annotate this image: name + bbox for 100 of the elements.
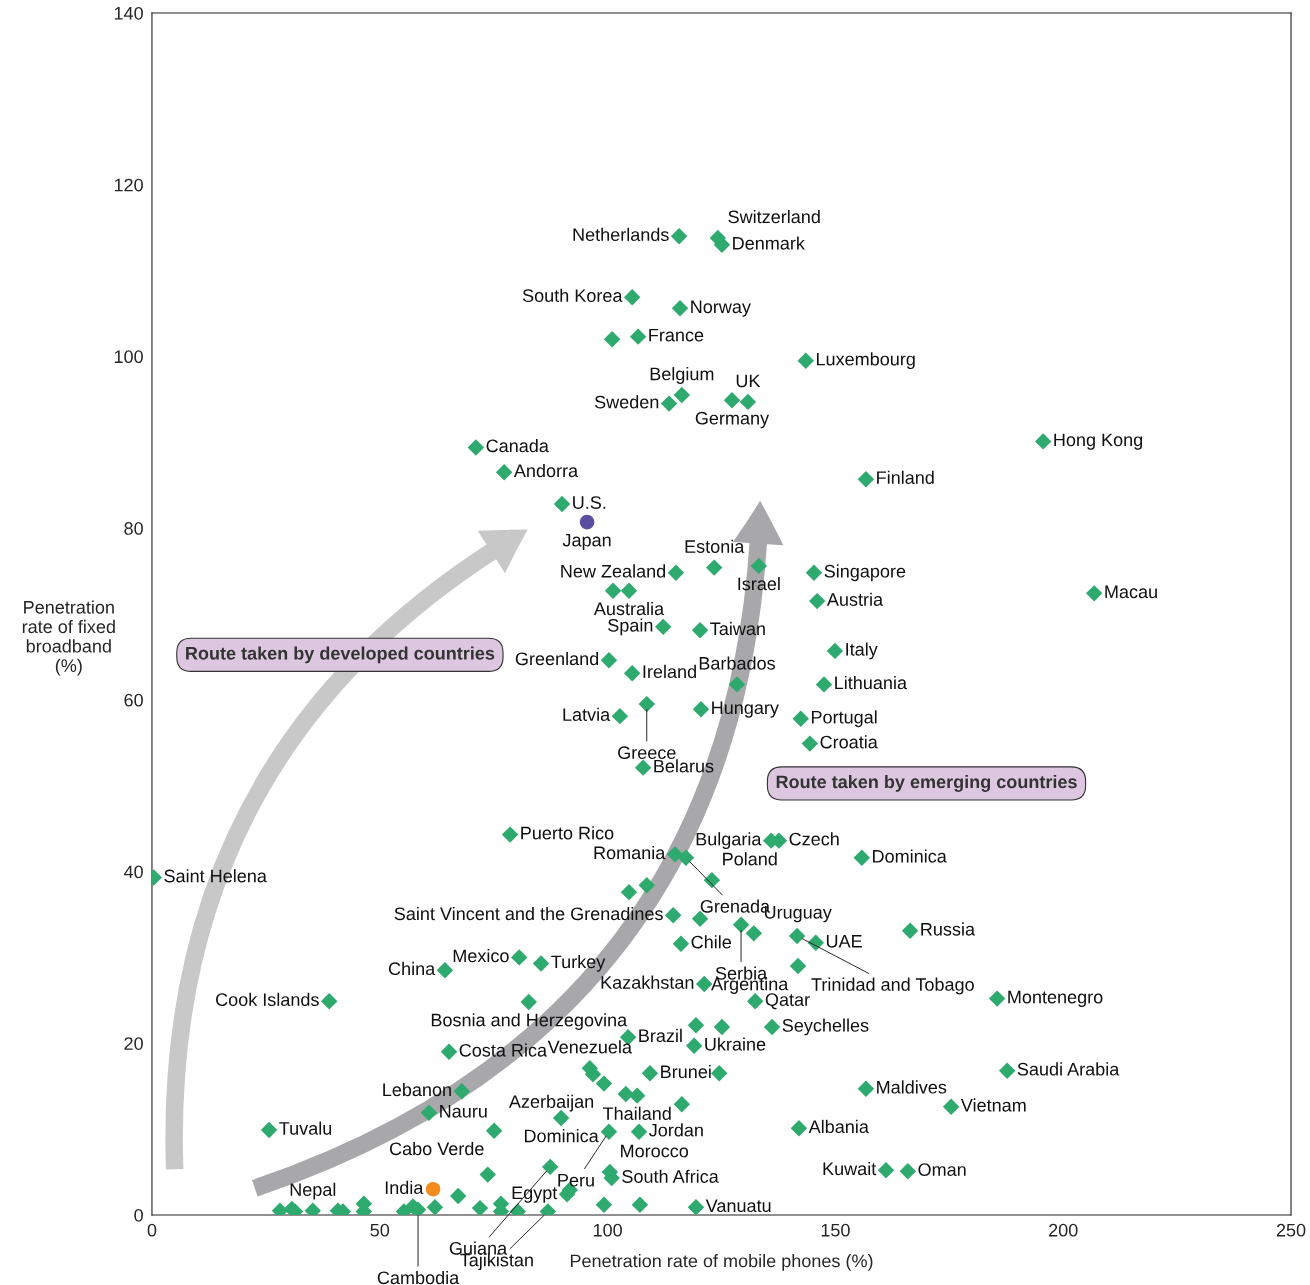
annotation: Brazil xyxy=(639,1028,682,1043)
annotation: Russia xyxy=(921,922,976,936)
annotation: Spain xyxy=(608,618,653,636)
annotation: UAE xyxy=(826,935,862,948)
y-tick-label: 120 xyxy=(114,178,143,192)
annotation: Egypt xyxy=(512,1186,558,1203)
annotation: Poland xyxy=(723,852,777,866)
y-tick-label: 60 xyxy=(124,693,143,707)
annotation: Peru xyxy=(558,1174,594,1187)
annotation: Kazakhstan xyxy=(601,975,694,989)
annotation: Australia xyxy=(593,601,665,616)
annotation: Lebanon xyxy=(383,1082,451,1097)
x-tick-label: 100 xyxy=(593,1223,622,1237)
y-tick-label: 100 xyxy=(114,350,143,364)
annotation: UK xyxy=(736,374,761,388)
annotation: Austria xyxy=(826,592,884,606)
annotation: Venezuela xyxy=(547,1040,632,1054)
annotation: Dominica xyxy=(524,1129,599,1143)
y-tick-label: 140 xyxy=(114,6,143,20)
annotation: Bosnia and Herzegovina xyxy=(431,1013,628,1030)
annotation: Maldives xyxy=(877,1080,947,1094)
annotation: Belarus xyxy=(654,759,714,773)
annotation: Ireland xyxy=(643,664,696,679)
annotation: Qatar xyxy=(765,993,810,1010)
annotation: Dominica xyxy=(873,849,947,863)
annotation: Kuwait xyxy=(823,1161,877,1176)
annotation: Puerto Rico xyxy=(521,826,614,840)
annotation: Croatia xyxy=(820,735,878,749)
annotation: Bulgaria xyxy=(696,832,762,850)
annotation: Vietnam xyxy=(960,1098,1026,1112)
annotation: Germany xyxy=(695,411,770,429)
annotation: Cabo Verde xyxy=(389,1141,484,1156)
y-axis-title: Penetration rate of fixed broadband (%) xyxy=(22,600,115,676)
annotation: Portugal xyxy=(811,710,877,728)
annotation: Japan xyxy=(562,533,611,551)
annotation: Thailand xyxy=(602,1106,671,1120)
annotation: Canada xyxy=(486,439,549,453)
annotation: Andorra xyxy=(513,463,579,478)
annotation: Morocco xyxy=(621,1144,689,1158)
annotation: Switzerland xyxy=(728,209,820,224)
annotation: South Korea xyxy=(522,288,623,303)
annotation: Lithuania xyxy=(835,675,908,690)
annotation: Belgium xyxy=(650,367,714,384)
annotation: Turkey xyxy=(551,954,606,972)
x-tick-label: 200 xyxy=(1049,1223,1078,1237)
annotation: Sweden xyxy=(594,395,659,409)
annotation: Trinidad and Tobago xyxy=(811,977,974,995)
annotation: Czech xyxy=(789,832,839,846)
annotation: Cook Islands xyxy=(216,992,319,1007)
annotation: Hong Kong xyxy=(1054,433,1143,450)
x-tick-label: 150 xyxy=(821,1223,850,1237)
y-tick-label: 80 xyxy=(124,522,143,535)
annotation: Netherlands xyxy=(573,227,669,242)
y-tick-label: 40 xyxy=(123,865,143,879)
x-tick-label: 0 xyxy=(147,1223,157,1237)
annotation: Macau xyxy=(1105,585,1157,599)
annotation: Guiana xyxy=(449,1241,508,1255)
annotation: Greece xyxy=(618,746,676,760)
annotation: Luxembourg xyxy=(816,352,915,370)
annotation: Vanuatu xyxy=(705,1199,771,1213)
annotation: Mexico xyxy=(453,948,509,963)
annotation: Brunei xyxy=(661,1064,711,1079)
x-tick-label: 250 xyxy=(1276,1223,1306,1237)
annotation: Ukraine xyxy=(705,1037,766,1051)
annotation: Saint Helena xyxy=(164,869,267,883)
annotation: Hungary xyxy=(712,701,779,718)
annotation: Route taken by developed countries xyxy=(186,646,495,664)
annotation: Montenegro xyxy=(1008,990,1103,1008)
x-tick-label: 50 xyxy=(370,1223,390,1237)
annotation: Barbados xyxy=(699,656,775,670)
annotation: France xyxy=(649,328,704,342)
annotation: Taiwan xyxy=(710,621,765,636)
annotation: U.S. xyxy=(573,496,606,509)
annotation: Seychelles xyxy=(782,1018,869,1036)
annotation: Latvia xyxy=(563,707,611,721)
annotation: Singapore xyxy=(824,564,906,582)
annotation: Costa Rica xyxy=(459,1043,548,1057)
annotation: Route taken by emerging countries xyxy=(776,775,1077,792)
annotation: Romania xyxy=(594,845,666,860)
annotation: Nauru xyxy=(440,1105,487,1118)
annotation: Saudi Arabia xyxy=(1017,1062,1120,1076)
annotation: Italy xyxy=(846,642,878,660)
annotation: Azerbaijan xyxy=(508,1094,594,1112)
annotation: Israel xyxy=(738,577,780,591)
annotation: Jordan xyxy=(649,1123,703,1137)
y-tick-label: 20 xyxy=(124,1037,143,1050)
annotation: Estonia xyxy=(685,539,745,553)
y-tick-label: 0 xyxy=(134,1208,143,1222)
annotation: Tajikistan xyxy=(460,1253,533,1271)
annotation: Nepal xyxy=(290,1182,336,1200)
x-axis-title: Penetration rate of mobile phones (%) xyxy=(570,1254,873,1271)
annotation: Norway xyxy=(691,300,751,317)
annotation: Finland xyxy=(877,470,934,485)
annotation: Oman xyxy=(918,1163,966,1177)
annotation: Tuvalu xyxy=(279,1121,332,1135)
annotation: South Africa xyxy=(622,1169,719,1183)
annotation: Albania xyxy=(808,1119,869,1134)
annotation: Cambodia xyxy=(377,1270,460,1285)
annotation: Chile xyxy=(691,935,731,949)
annotation: India xyxy=(385,1180,424,1195)
